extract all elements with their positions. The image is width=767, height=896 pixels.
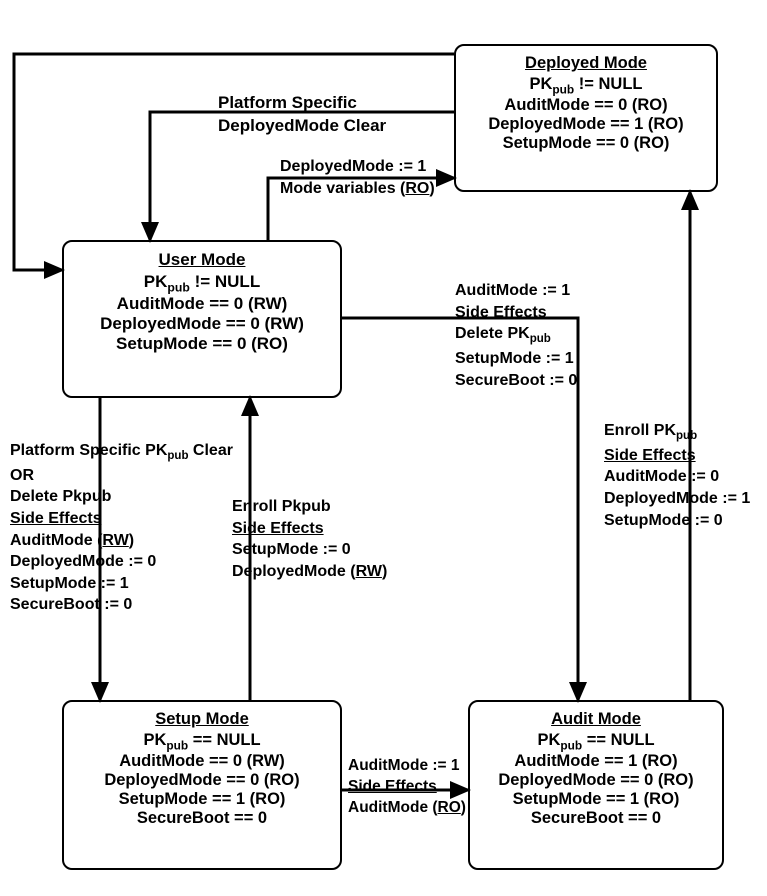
edges-svg (0, 0, 767, 896)
